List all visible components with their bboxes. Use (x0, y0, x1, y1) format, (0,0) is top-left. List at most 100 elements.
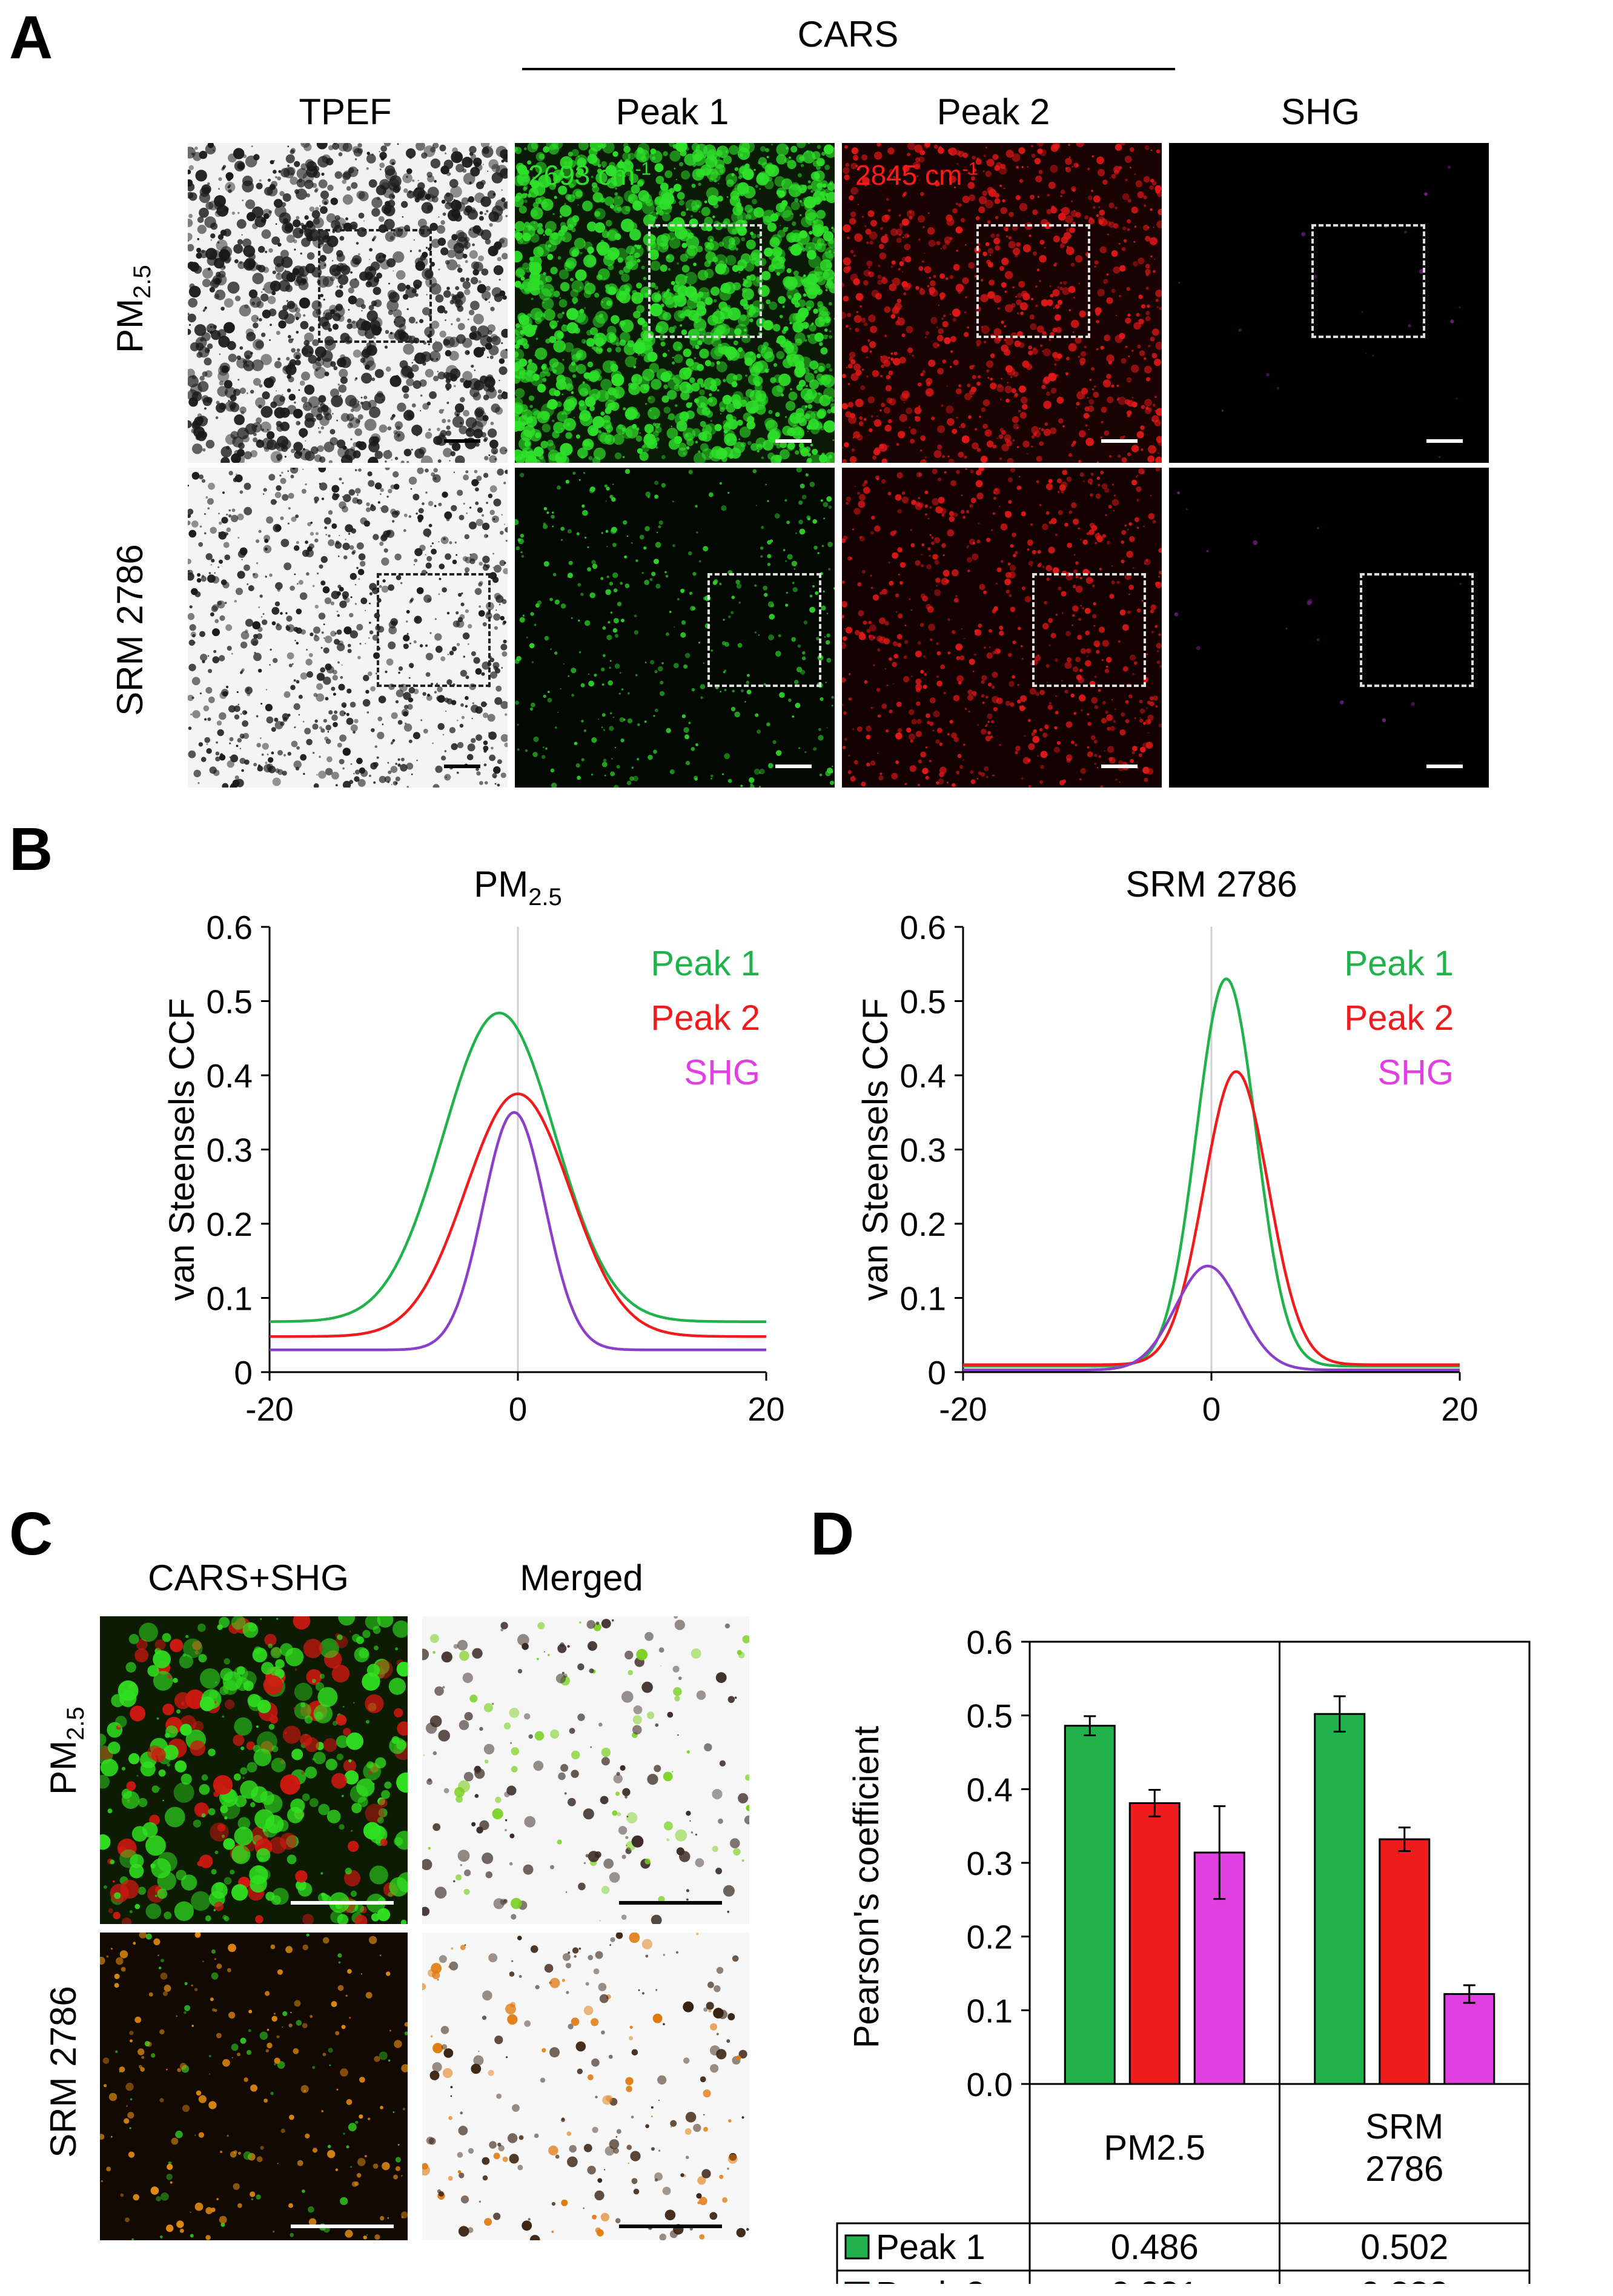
y-tick-label: 0.6 (967, 1624, 1013, 1661)
table-row-label: Peak 2 (876, 2275, 985, 2284)
table-cell: 0.332 (1360, 2275, 1448, 2284)
column-label-merged: Merged (520, 1558, 643, 1598)
scale-bar (775, 439, 812, 443)
scale-bar (1426, 765, 1463, 768)
chart-title: SRM 2786 (1125, 864, 1297, 904)
y-axis-label: Pearson's coefficient (847, 1726, 886, 2048)
roi-box (318, 229, 432, 343)
panel-label-c: C (9, 1500, 53, 1568)
legend-entry: Peak 2 (651, 998, 760, 1038)
legend-entry: Peak 2 (1344, 998, 1454, 1038)
cars-shg-image-srm2786 (100, 1933, 408, 2240)
bar-peak-2 (1379, 1838, 1431, 2085)
scale-bar (291, 1901, 394, 1905)
y-tick-label: 0.2 (967, 1919, 1013, 1956)
scale-bar (775, 765, 812, 768)
scale-bar (444, 765, 480, 768)
series-line-peak-2 (963, 1070, 1460, 1366)
shg-image-pm25 (1169, 143, 1489, 463)
row-label-pm25: PM2.5 (110, 265, 156, 353)
roi-box (648, 224, 762, 338)
legend-swatch (844, 2234, 870, 2260)
column-label-tpef: TPEF (299, 91, 392, 132)
scale-bar (1101, 439, 1138, 443)
panel-label-d: D (810, 1500, 855, 1568)
x-tick-label: 0 (509, 1390, 528, 1428)
panel-label-b: B (9, 815, 53, 883)
roi-box (1032, 573, 1146, 687)
legend-entry: SHG (1377, 1053, 1454, 1092)
table-cell: 0.502 (1360, 2228, 1448, 2267)
y-axis-label: van Steensels CCF (856, 998, 895, 1301)
legend-entry: Peak 1 (651, 944, 760, 983)
scale-bar (619, 2225, 722, 2228)
table-cell: 0.486 (1111, 2228, 1199, 2267)
row-label-srm2786: SRM 2786 (43, 1986, 84, 2158)
y-tick-label: 0.3 (967, 1845, 1013, 1882)
tpef-image-pm25 (188, 143, 508, 463)
peak2-wavenumber: 2845 cm-1 (855, 159, 979, 191)
column-label-cars-shg: CARS+SHG (148, 1558, 349, 1598)
series-line-peak-1 (270, 1011, 766, 1323)
scale-bar (291, 2225, 394, 2228)
peak1-image-pm25 (515, 143, 835, 463)
chart-title: PM2.5 (474, 864, 562, 911)
chart-title-subscript: 2.5 (528, 884, 562, 911)
series-line-peak-2 (270, 1092, 766, 1338)
roi-box (976, 224, 1090, 338)
shg-image-srm2786 (1169, 468, 1489, 788)
peak1-image-srm2786 (515, 468, 835, 788)
y-tick-label: 0.6 (900, 909, 946, 946)
roi-box (1360, 573, 1474, 687)
tpef-image-srm2786 (188, 468, 508, 788)
y-tick-label: 0.1 (900, 1280, 946, 1318)
y-tick-label: 0.1 (207, 1280, 253, 1318)
scale-bar (619, 1901, 722, 1905)
y-tick-label: 0.3 (900, 1132, 946, 1169)
row-label-srm2786: SRM 2786 (110, 544, 150, 716)
cars-header-line (522, 68, 1175, 70)
y-tick-label: 0.4 (900, 1057, 946, 1095)
column-label-shg: SHG (1280, 91, 1360, 132)
scale-bar (444, 439, 480, 443)
cars-shg-image-pm25 (100, 1616, 408, 1924)
category-label: SRM (1365, 2107, 1443, 2146)
merged-image-srm2786 (422, 1933, 749, 2240)
y-tick-label: 0.5 (207, 983, 253, 1021)
peak2-image-pm25 (842, 143, 1162, 463)
series-line-shg (270, 1111, 766, 1352)
y-tick-label: 0 (927, 1354, 946, 1392)
bar-shg (1443, 1993, 1495, 2085)
y-tick-label: 0.2 (900, 1206, 946, 1243)
roi-box (377, 573, 491, 687)
legend-entry: Peak 1 (1344, 944, 1454, 983)
legend-swatch (844, 2281, 870, 2284)
data-table (836, 2222, 1531, 2284)
peak2-image-srm2786 (842, 468, 1162, 788)
y-tick-label: 0 (234, 1354, 253, 1392)
y-tick-label: 0.3 (207, 1132, 253, 1169)
category-label: 2786 (1365, 2149, 1443, 2189)
merged-image-pm25 (422, 1616, 749, 1924)
x-tick-label: -20 (245, 1390, 294, 1428)
y-tick-label: 0.6 (207, 909, 253, 946)
bar-peak-1 (1064, 1725, 1116, 2085)
scale-bar (1426, 439, 1463, 443)
x-tick-label: 20 (1441, 1390, 1478, 1428)
y-tick-label: 0.2 (207, 1206, 253, 1243)
category-label: PM2.5 (1104, 2128, 1205, 2168)
y-axis-label: van Steensels CCF (162, 998, 202, 1301)
y-tick-label: 0.1 (967, 1992, 1013, 2029)
x-tick-label: 0 (1202, 1390, 1221, 1428)
y-tick-label: 0.5 (967, 1697, 1013, 1735)
series-line-peak-1 (963, 977, 1460, 1368)
roi-box (1311, 224, 1425, 338)
y-tick-label: 0.4 (967, 1771, 1013, 1808)
table-row-label: Peak 1 (876, 2228, 985, 2267)
bar-peak-2 (1128, 1802, 1181, 2085)
cars-header: CARS (797, 14, 899, 55)
peak1-wavenumber: 2693 cm-1 (528, 159, 652, 191)
legend-entry: SHG (684, 1053, 760, 1092)
row-label-pm25: PM2.5 (43, 1707, 89, 1795)
